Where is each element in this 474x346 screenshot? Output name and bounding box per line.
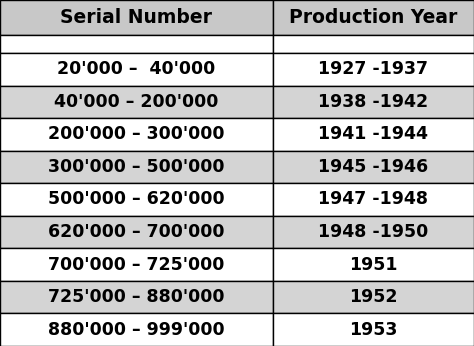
Text: Serial Number: Serial Number: [60, 8, 212, 27]
Bar: [273, 216, 474, 248]
Bar: [273, 35, 474, 53]
Bar: [273, 281, 474, 313]
Bar: [0, 35, 273, 53]
Text: 1941 -1944: 1941 -1944: [318, 125, 428, 143]
Bar: [0, 216, 273, 248]
Text: 1953: 1953: [349, 321, 398, 339]
Bar: [0, 53, 273, 85]
Bar: [273, 248, 474, 281]
Text: 40'000 – 200'000: 40'000 – 200'000: [54, 93, 219, 111]
Bar: [0, 248, 273, 281]
Bar: [0, 281, 273, 313]
Text: 725'000 – 880'000: 725'000 – 880'000: [48, 288, 225, 306]
Bar: [273, 118, 474, 151]
Bar: [273, 313, 474, 346]
Text: 500'000 – 620'000: 500'000 – 620'000: [48, 191, 225, 209]
Text: 20'000 –  40'000: 20'000 – 40'000: [57, 60, 215, 78]
Text: 1948 -1950: 1948 -1950: [318, 223, 428, 241]
Bar: [273, 85, 474, 118]
Text: 620'000 – 700'000: 620'000 – 700'000: [48, 223, 225, 241]
Text: 1947 -1948: 1947 -1948: [318, 191, 428, 209]
Text: 1938 -1942: 1938 -1942: [318, 93, 428, 111]
Text: 300'000 – 500'000: 300'000 – 500'000: [48, 158, 225, 176]
Bar: [273, 53, 474, 85]
Bar: [0, 85, 273, 118]
Text: 1927 -1937: 1927 -1937: [318, 60, 428, 78]
Text: 1945 -1946: 1945 -1946: [318, 158, 428, 176]
Bar: [0, 183, 273, 216]
Bar: [273, 0, 474, 35]
Text: 700'000 – 725'000: 700'000 – 725'000: [48, 256, 225, 274]
Bar: [0, 313, 273, 346]
Bar: [0, 151, 273, 183]
Text: 200'000 – 300'000: 200'000 – 300'000: [48, 125, 225, 143]
Bar: [0, 118, 273, 151]
Bar: [273, 151, 474, 183]
Text: 1952: 1952: [349, 288, 398, 306]
Text: 880'000 – 999'000: 880'000 – 999'000: [48, 321, 225, 339]
Bar: [273, 183, 474, 216]
Text: Production Year: Production Year: [289, 8, 457, 27]
Text: 1951: 1951: [349, 256, 398, 274]
Bar: [0, 0, 273, 35]
